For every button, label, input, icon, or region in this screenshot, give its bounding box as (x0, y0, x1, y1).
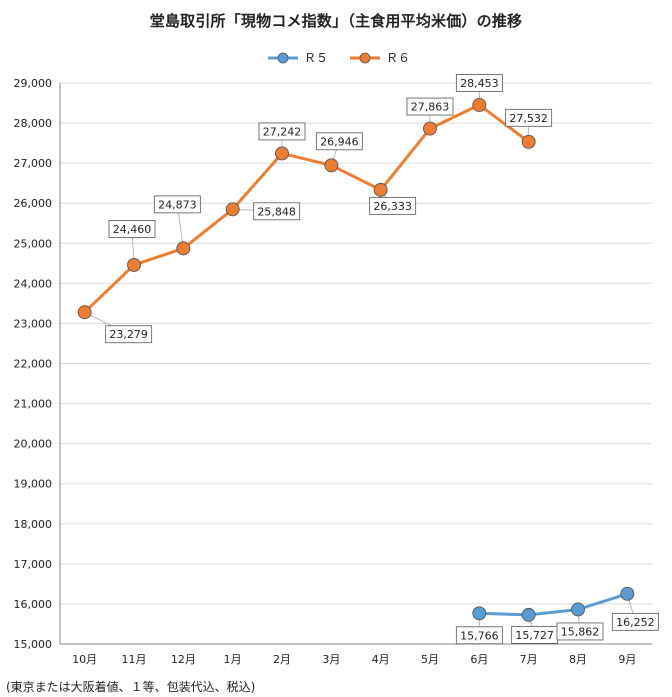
x-tick-label: 12月 (171, 653, 196, 666)
legend-marker (277, 52, 289, 64)
data-label: 27,532 (509, 112, 548, 125)
data-label: 24,873 (158, 198, 197, 211)
data-label-box (108, 220, 156, 238)
legend-label: Ｒ５ (304, 51, 328, 65)
data-label-box (253, 202, 301, 221)
x-tick-label: 5月 (421, 653, 439, 666)
data-point (127, 257, 141, 272)
data-label-box (406, 97, 454, 116)
data-point (176, 241, 191, 256)
data-point (472, 97, 487, 112)
data-label: 27,863 (411, 101, 450, 114)
data-label: 15,862 (561, 625, 600, 638)
x-tick-label: 6月 (470, 653, 488, 666)
data-label: 28,453 (460, 77, 499, 90)
data-point (521, 134, 536, 149)
data-point (225, 202, 240, 217)
data-label-box (455, 74, 503, 92)
data-label: 23,279 (109, 328, 148, 341)
data-label: 16,252 (616, 616, 655, 629)
data-label-box (369, 196, 417, 215)
y-tick-label: 21,000 (14, 398, 53, 411)
y-tick-label: 17,000 (14, 558, 53, 571)
data-label-box (455, 626, 503, 645)
y-tick-label: 25,000 (14, 237, 53, 250)
data-label-box (556, 622, 604, 641)
data-label: 26,946 (320, 135, 359, 148)
data-label-box (153, 195, 201, 214)
chart-note: (東京または大阪着値、１等、包装代込、税込) (6, 680, 256, 694)
chart-title: 堂島取引所「現物コメ指数」（主食用平均米価）の推移 (149, 12, 523, 30)
data-point (571, 602, 585, 617)
data-label: 26,333 (373, 200, 412, 213)
data-label-box (105, 325, 153, 344)
series-line (479, 592, 628, 617)
legend-marker (359, 52, 371, 64)
data-label-box (505, 108, 553, 127)
data-point (77, 305, 92, 320)
y-tick-label: 23,000 (14, 317, 53, 330)
data-label: 15,727 (515, 629, 554, 642)
y-tick-label: 19,000 (14, 478, 53, 491)
x-tick-label: 10月 (72, 653, 97, 666)
y-tick-label: 15,000 (14, 638, 53, 651)
y-tick-label: 16,000 (14, 598, 53, 611)
data-point (472, 606, 487, 621)
x-tick-label: 8月 (569, 653, 587, 666)
data-point (275, 146, 289, 161)
data-point (423, 121, 437, 136)
data-label: 15,766 (460, 629, 499, 642)
y-tick-label: 18,000 (14, 518, 53, 531)
x-tick-label: 1月 (224, 653, 242, 666)
data-point (373, 182, 388, 197)
x-tick-label: 2月 (273, 653, 291, 666)
x-tick-label: 4月 (372, 653, 390, 666)
data-label-box (258, 122, 306, 141)
series-line (83, 103, 530, 314)
legend-label: Ｒ６ (386, 51, 410, 65)
x-tick-label: 9月 (618, 653, 636, 666)
y-tick-label: 26,000 (14, 197, 53, 210)
y-tick-label: 27,000 (14, 157, 53, 170)
data-label-box (315, 132, 363, 151)
data-point (521, 607, 536, 622)
y-tick-label: 28,000 (14, 117, 53, 130)
data-label-box (611, 612, 659, 631)
y-tick-label: 24,000 (14, 277, 53, 290)
data-label: 27,242 (263, 125, 302, 138)
data-point (620, 586, 635, 601)
x-tick-label: 11月 (122, 653, 147, 666)
y-tick-label: 20,000 (14, 438, 53, 451)
data-label: 24,460 (113, 223, 152, 236)
data-label: 25,848 (257, 205, 296, 218)
x-tick-label: 3月 (322, 653, 340, 666)
data-point (324, 158, 339, 173)
y-tick-label: 29,000 (14, 77, 53, 90)
y-tick-label: 22,000 (14, 358, 53, 371)
x-tick-label: 7月 (520, 653, 538, 666)
